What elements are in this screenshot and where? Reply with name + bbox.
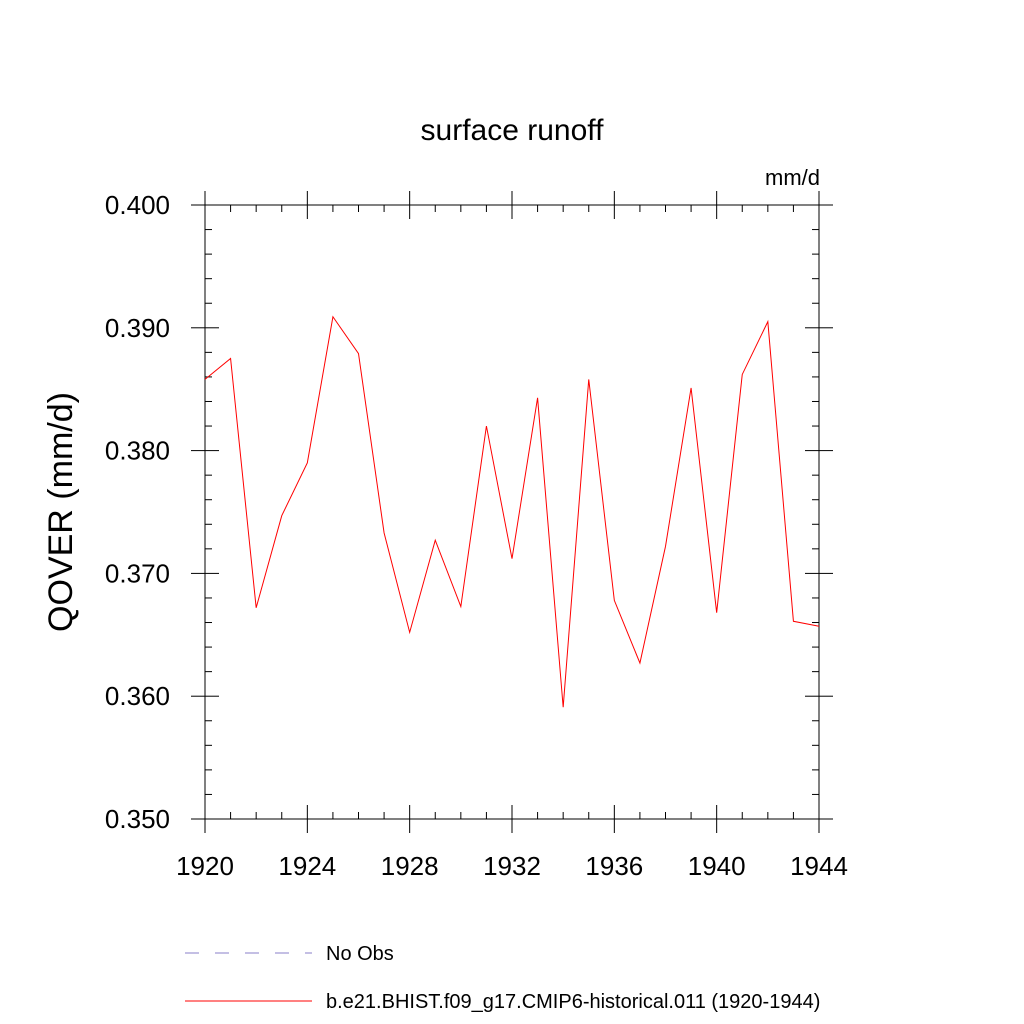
x-tick-label: 1928 [381, 851, 439, 881]
x-tick-label: 1936 [585, 851, 643, 881]
data-point [230, 358, 231, 359]
x-tick-label: 1932 [483, 851, 541, 881]
data-point [332, 316, 333, 317]
data-point [639, 663, 640, 664]
data-point [563, 707, 564, 708]
data-point [691, 387, 692, 388]
x-tick-label: 1944 [790, 851, 848, 881]
y-tick-label: 0.380 [105, 436, 170, 466]
units-label: mm/d [765, 165, 820, 190]
data-point [614, 600, 615, 601]
data-point [281, 515, 282, 516]
data-point [435, 540, 436, 541]
y-tick-label: 0.400 [105, 190, 170, 220]
y-axis-tick-labels: 0.350 0.360 0.370 0.380 0.390 0.400 [105, 190, 170, 834]
data-point [409, 632, 410, 633]
series-layer [204, 315, 820, 708]
data-point [819, 626, 820, 627]
legend: No Obs b.e21.BHIST.f09_g17.CMIP6-histori… [185, 943, 820, 1013]
y-tick-label: 0.370 [105, 558, 170, 588]
data-point [384, 532, 385, 533]
data-point [460, 606, 461, 607]
x-tick-label: 1940 [688, 851, 746, 881]
y-axis-label: QOVER (mm/d) [42, 392, 80, 632]
y-tick-label: 0.360 [105, 681, 170, 711]
data-point [537, 397, 538, 398]
chart-title: surface runoff [421, 114, 605, 147]
data-point [512, 558, 513, 559]
data-point [205, 379, 206, 380]
data-point [256, 607, 257, 608]
data-point [793, 621, 794, 622]
y-tick-label: 0.390 [105, 313, 170, 343]
data-point [486, 426, 487, 427]
axis-ticks [191, 191, 833, 833]
x-tick-label: 1924 [278, 851, 336, 881]
plot-frame [204, 204, 820, 820]
legend-label-no-obs: No Obs [326, 943, 394, 965]
series-line [204, 315, 820, 708]
legend-label-model-run: b.e21.BHIST.f09_g17.CMIP6-historical.011… [326, 991, 820, 1013]
x-axis-tick-labels: 1920 1924 1928 1932 1936 1940 1944 [176, 851, 848, 881]
y-tick-label: 0.350 [105, 804, 170, 834]
x-tick-label: 1920 [176, 851, 234, 881]
data-point [307, 462, 308, 463]
data-point [742, 374, 743, 375]
data-point [767, 321, 768, 322]
data-point [358, 353, 359, 354]
data-point [588, 379, 589, 380]
data-point [716, 612, 717, 613]
data-point [665, 546, 666, 547]
